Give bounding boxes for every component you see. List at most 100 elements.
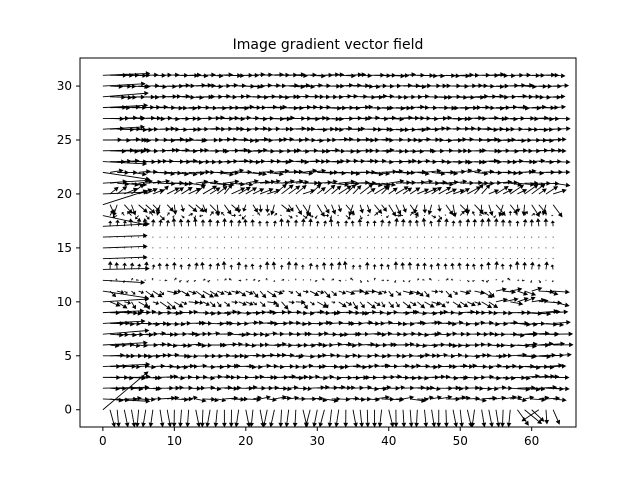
gradient-arrow [130, 236, 132, 238]
gradient-arrow [388, 116, 405, 122]
gradient-arrow [209, 211, 214, 216]
gradient-arrow [338, 396, 351, 402]
gradient-arrow [152, 116, 166, 122]
gradient-arrow [174, 83, 191, 88]
gradient-arrow [423, 258, 425, 260]
gradient-arrow [257, 212, 261, 216]
gradient-arrow [359, 236, 361, 238]
gradient-arrow [250, 263, 255, 270]
gradient-arrow [507, 277, 511, 281]
gradient-arrow [345, 290, 356, 296]
gradient-arrow [431, 386, 441, 392]
gradient-arrow [503, 363, 517, 369]
gradient-arrow [367, 288, 376, 294]
gradient-arrow [135, 215, 139, 220]
gradient-arrow [224, 331, 234, 337]
gradient-arrow [279, 218, 284, 227]
gradient-arrow [417, 375, 429, 381]
gradient-arrow [267, 397, 278, 402]
gradient-arrow [324, 301, 329, 309]
gradient-arrow [171, 261, 177, 270]
gradient-arrow [481, 169, 495, 175]
gradient-arrow [124, 290, 128, 294]
gradient-arrow [202, 278, 206, 281]
gradient-arrow [215, 262, 221, 270]
gradient-arrow [269, 409, 275, 427]
gradient-arrow [531, 204, 540, 218]
gradient-arrow [444, 218, 449, 227]
gradient-arrow [413, 204, 418, 214]
gradient-arrow [381, 310, 392, 316]
gradient-arrow [410, 104, 425, 110]
gradient-arrow [288, 204, 294, 212]
gradient-arrow [281, 137, 295, 142]
gradient-arrow [288, 385, 299, 391]
gradient-arrow [258, 204, 264, 213]
gradient-arrow [316, 204, 325, 217]
gradient-arrow [252, 301, 258, 306]
gradient-arrow [131, 278, 134, 281]
gradient-arrow [331, 204, 337, 215]
gradient-arrow [452, 189, 465, 195]
gradient-arrow [166, 409, 173, 427]
gradient-arrow [431, 73, 446, 79]
gradient-arrow [200, 261, 205, 270]
gradient-arrow [145, 215, 150, 220]
gradient-arrow [553, 116, 571, 122]
gradient-arrow [367, 94, 384, 100]
gradient-arrow [202, 331, 213, 337]
gradient-arrow [228, 409, 234, 427]
gradient-arrow [524, 395, 535, 401]
gradient-arrow [274, 213, 278, 216]
gradient-arrow [241, 215, 247, 220]
gradient-arrow [181, 158, 198, 164]
gradient-arrow [553, 83, 570, 89]
gradient-arrow [322, 278, 325, 281]
gradient-arrow [338, 258, 340, 260]
gradient-arrow [345, 258, 347, 260]
gradient-arrow [259, 188, 274, 195]
gradient-arrow [379, 263, 384, 270]
gradient-arrow [498, 204, 504, 217]
gradient-arrow [438, 332, 452, 338]
gradient-arrow [216, 236, 218, 238]
gradient-arrow [159, 247, 161, 249]
y-tick-label: 5 [64, 349, 72, 363]
gradient-arrow [135, 409, 140, 427]
gradient-arrow [445, 385, 461, 391]
gradient-arrow [474, 183, 484, 195]
gradient-arrow [252, 215, 254, 217]
y-tick-label: 15 [57, 241, 72, 255]
gradient-arrow [503, 137, 517, 143]
gradient-arrow [167, 352, 180, 358]
gradient-arrow [451, 220, 456, 227]
gradient-arrow [373, 258, 375, 260]
gradient-arrow [488, 301, 499, 309]
gradient-arrow [210, 386, 222, 392]
gradient-arrow [145, 204, 156, 214]
gradient-arrow [352, 72, 367, 78]
gradient-arrow [410, 363, 421, 369]
gradient-arrow [366, 247, 368, 249]
gradient-arrow [457, 262, 462, 270]
gradient-arrow [488, 310, 498, 316]
gradient-arrow [402, 258, 404, 260]
gradient-arrow [266, 236, 268, 238]
gradient-arrow [173, 258, 175, 260]
gradient-arrow [553, 342, 574, 348]
gradient-arrow [252, 395, 262, 401]
gradient-arrow [217, 290, 225, 296]
gradient-arrow [130, 258, 132, 260]
gradient-arrow [416, 236, 418, 238]
gradient-arrow [209, 397, 219, 403]
gradient-arrow [238, 236, 240, 238]
gradient-arrow [521, 409, 540, 422]
gradient-arrow [252, 204, 258, 213]
gradient-arrow [431, 247, 433, 249]
gradient-arrow [310, 138, 324, 143]
gradient-arrow [493, 217, 499, 227]
gradient-arrow [424, 343, 439, 349]
gradient-arrow [112, 214, 118, 219]
gradient-arrow [252, 320, 264, 326]
gradient-arrow [281, 247, 283, 249]
